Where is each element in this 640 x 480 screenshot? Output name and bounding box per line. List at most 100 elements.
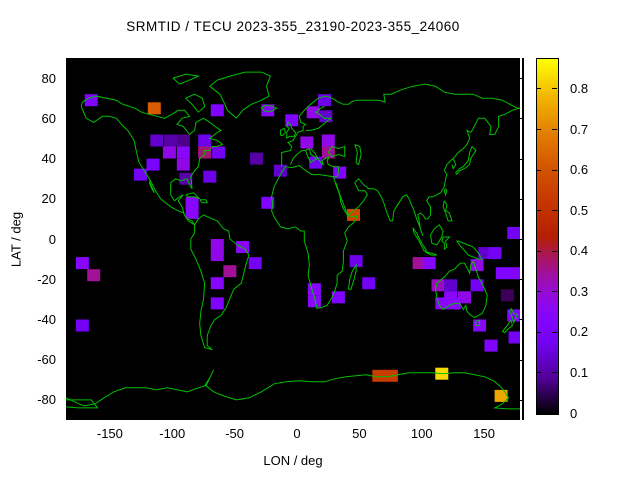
heatmap-cell — [431, 279, 445, 292]
coastline — [430, 224, 444, 246]
coastline — [509, 308, 519, 324]
colorbar-tick — [536, 210, 541, 212]
colorbar-tick-label: 0.5 — [570, 202, 589, 218]
heatmap-cell — [470, 279, 484, 292]
coastline — [443, 188, 448, 197]
y-tick-label: -40 — [37, 311, 56, 327]
heatmap-cell — [362, 277, 376, 290]
coastline — [185, 192, 201, 200]
colorbar-tick — [536, 129, 541, 130]
heatmap-cell — [372, 369, 386, 382]
heatmap-cell — [333, 166, 347, 179]
colorbar-tick-label: 0.4 — [570, 243, 589, 259]
heatmap-cell — [147, 102, 161, 115]
coastline — [354, 144, 362, 166]
colorbar-tick — [536, 372, 541, 374]
heatmap-cell — [307, 283, 321, 296]
heatmap-cell — [478, 247, 492, 260]
world-map — [65, 58, 522, 420]
heatmap-cell — [210, 249, 224, 262]
heatmap-cell — [422, 257, 436, 270]
heatmap-cell — [435, 297, 449, 310]
heatmap-cell — [331, 291, 345, 304]
right-axis-tick — [519, 279, 524, 281]
colorbar-tick-label: 0.8 — [570, 80, 589, 96]
map-canvas — [65, 71, 522, 410]
right-axis-tick — [519, 198, 524, 200]
heatmap-cell — [307, 295, 321, 308]
x-tick-label: 150 — [473, 426, 495, 441]
heatmap-cell — [500, 289, 514, 302]
heatmap-cell — [508, 267, 522, 280]
coastline — [184, 93, 206, 113]
heatmap-cell — [508, 331, 522, 344]
colorbar-tick-label: 0.6 — [570, 162, 589, 178]
heatmap-cell — [249, 152, 263, 165]
heatmap-cell — [273, 164, 287, 177]
coastline — [412, 227, 428, 252]
colorbar-tick-label: 0 — [570, 405, 578, 421]
coastline — [271, 165, 359, 309]
x-tick-label: 50 — [352, 426, 367, 441]
heatmap-cell — [261, 104, 275, 117]
heatmap-cell — [458, 291, 471, 304]
heatmap-cell — [236, 241, 250, 253]
colorbar-tick-label: 0.2 — [570, 324, 589, 340]
heatmap-cell — [210, 239, 224, 251]
coastline — [260, 104, 278, 112]
y-tick-label: 0 — [48, 231, 56, 247]
right-axis-tick — [519, 359, 524, 361]
right-axis-tick — [519, 158, 524, 160]
coastline — [286, 121, 297, 139]
right-axis-tick — [519, 319, 524, 321]
coastline — [305, 147, 318, 164]
colorbar-tick-label: 0.3 — [570, 283, 589, 299]
coastline — [335, 157, 457, 237]
y-tick-label: 40 — [41, 151, 56, 167]
heatmap-cell — [75, 257, 89, 270]
y-tick-label: 20 — [41, 191, 56, 207]
heatmap-cell — [162, 146, 176, 159]
heatmap-cell — [185, 206, 199, 219]
heatmap-cell — [318, 94, 331, 107]
coastline — [442, 200, 453, 222]
colorbar — [536, 58, 559, 415]
coastline — [65, 399, 99, 409]
heatmap-cell — [261, 196, 275, 209]
right-axis-tick — [519, 78, 524, 80]
colorbar-tick — [536, 413, 541, 414]
coastline — [305, 105, 333, 131]
y-tick-label: -60 — [37, 352, 56, 368]
colorbar-tick — [552, 169, 557, 171]
heatmap-cell — [507, 227, 521, 239]
colorbar-tick — [552, 413, 557, 414]
heatmap-cell — [75, 319, 89, 332]
y-tick-label: 60 — [41, 110, 56, 126]
coastline — [455, 240, 484, 260]
heatmap-cell — [210, 277, 224, 290]
right-axis-tick — [519, 239, 524, 240]
colorbar-tick — [536, 88, 541, 90]
coastline — [348, 263, 357, 290]
coastline — [441, 236, 451, 251]
heatmap-cell — [146, 158, 160, 171]
x-tick-label: -150 — [96, 426, 123, 441]
colorbar-tick — [552, 291, 557, 293]
heatmap-cell — [176, 158, 190, 171]
colorbar-tick — [552, 372, 557, 374]
coastline — [65, 369, 520, 410]
heatmap-cell — [248, 257, 262, 270]
coastline — [327, 145, 346, 158]
heatmap-cell — [212, 146, 226, 159]
heatmap-cell — [87, 269, 101, 282]
heatmap-cell — [321, 134, 335, 147]
heatmap-cell — [185, 196, 199, 209]
heatmap-cell — [210, 104, 224, 117]
colorbar-tick — [552, 250, 557, 252]
colorbar-tick — [536, 331, 541, 333]
plot-title: SRMTID / TECU 2023-355_23190-2023-355_24… — [126, 19, 460, 34]
coastline — [434, 259, 488, 318]
right-axis-tick — [519, 399, 524, 401]
coastline — [281, 83, 520, 167]
heatmap-cell — [349, 255, 363, 268]
